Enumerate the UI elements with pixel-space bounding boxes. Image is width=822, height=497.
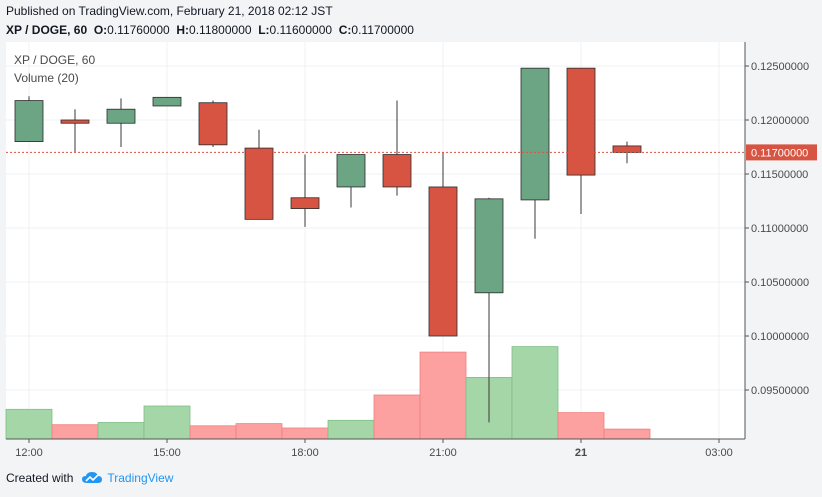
candle-down[interactable] — [198, 102, 228, 146]
time-tick-label: 21:00 — [429, 447, 457, 459]
candle-down[interactable] — [60, 119, 90, 124]
tradingview-brand: TradingView — [107, 471, 174, 485]
last-price-tag — [746, 144, 817, 161]
published-info: Published on TradingView.com, February 2… — [6, 4, 333, 18]
tradingview-link[interactable]: TradingView — [81, 471, 173, 485]
time-axis[interactable]: 12:00 15:00 18:00 21:00 21 03:00 — [6, 438, 745, 459]
last-price-label: 0.11700000 — [751, 147, 808, 159]
footer: Created with TradingView — [6, 471, 173, 485]
candle-up[interactable] — [152, 96, 182, 107]
price-tick-label: 0.12000000 — [751, 115, 809, 127]
close-label: C: — [338, 23, 352, 37]
price-tick-label: 0.12500000 — [751, 61, 809, 73]
volume-series — [5, 346, 651, 440]
volume-bar — [373, 394, 421, 440]
time-tick-label: 15:00 — [153, 447, 181, 459]
open-value: 0.11760000 — [107, 23, 170, 37]
close-value: 0.11700000 — [351, 23, 414, 37]
volume-bar — [235, 423, 283, 440]
time-tick-label: 03:00 — [705, 447, 733, 459]
candle-down[interactable] — [290, 197, 320, 209]
low-value: 0.11600000 — [269, 23, 333, 37]
candle-up[interactable] — [14, 100, 44, 142]
volume-bar — [557, 412, 605, 440]
candle-down[interactable] — [244, 147, 274, 220]
price-tick-label: 0.10000000 — [751, 331, 809, 343]
price-axis[interactable]: 0.12500000 0.12000000 0.11500000 0.11000000… — [6, 42, 817, 439]
time-tick-label: 21 — [575, 447, 587, 459]
volume-bar — [281, 427, 329, 440]
volume-bar — [603, 428, 651, 440]
volume-bar — [511, 346, 559, 440]
candle-up[interactable] — [474, 198, 504, 294]
volume-bar — [327, 419, 375, 440]
volume-bar — [419, 351, 467, 440]
price-tick-label: 0.11000000 — [751, 223, 808, 235]
header-symbol: XP / DOGE, 60 — [6, 23, 88, 37]
legend-symbol: XP / DOGE, 60 — [14, 53, 95, 67]
candle-up[interactable] — [336, 154, 366, 188]
high-value: 0.11800000 — [189, 23, 252, 37]
price-tick-label: 0.09500000 — [751, 385, 809, 397]
candle-up[interactable] — [106, 108, 136, 124]
candle-series — [14, 67, 642, 423]
low-label: L: — [258, 23, 270, 37]
volume-bar — [143, 405, 191, 440]
candle-down[interactable] — [382, 154, 412, 188]
volume-bar — [5, 408, 53, 440]
legend-volume: Volume (20) — [14, 71, 79, 85]
volume-bar — [51, 424, 99, 440]
candle-down[interactable] — [612, 145, 642, 153]
ohlc-header: XP / DOGE, 60 O:0.11760000 H:0.11800000 … — [6, 23, 414, 37]
time-tick-label: 12:00 — [15, 447, 43, 459]
candle-up[interactable] — [520, 67, 550, 201]
open-label: O: — [93, 23, 108, 37]
candle-down[interactable] — [566, 67, 596, 176]
time-tick-label: 18:00 — [291, 447, 319, 459]
volume-bar — [189, 425, 237, 440]
price-tick-label: 0.10500000 — [751, 277, 809, 289]
candle-down[interactable] — [428, 186, 458, 337]
chart-pane — [6, 42, 745, 439]
volume-bar — [97, 422, 145, 440]
price-tick-label: 0.11500000 — [751, 169, 808, 181]
high-label: H: — [176, 23, 190, 37]
created-with-label: Created with — [6, 471, 74, 485]
tradingview-cloud-icon — [82, 472, 103, 483]
